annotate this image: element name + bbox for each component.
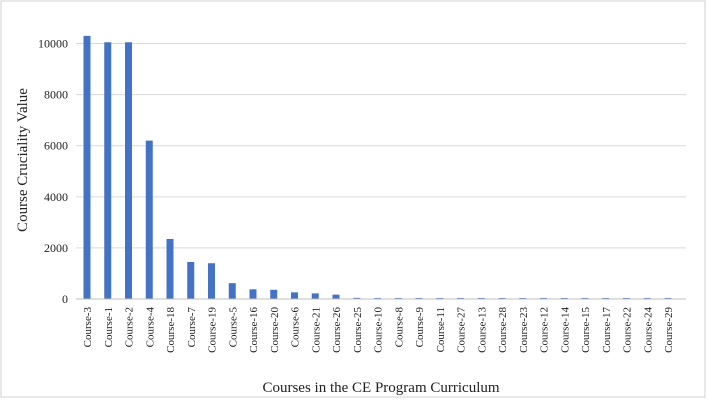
y-tick-label: 4000 bbox=[44, 190, 68, 204]
bar-course-21 bbox=[311, 293, 319, 299]
bar-course-20 bbox=[270, 289, 278, 299]
x-tick-label: Course-23 bbox=[518, 307, 530, 353]
x-tick-label: Course-24 bbox=[642, 307, 654, 353]
x-tick-label: Course-14 bbox=[559, 307, 571, 353]
x-axis-ticks: Course-3 Course-1 Course-2 Course-4 Course-1… bbox=[82, 307, 675, 353]
x-tick-label: Course-3 bbox=[82, 307, 94, 348]
bars bbox=[83, 35, 672, 300]
bar-course-14 bbox=[560, 297, 568, 299]
x-tick-label: Course-6 bbox=[290, 307, 302, 348]
bar-course-16 bbox=[249, 289, 257, 299]
bar-course-12 bbox=[540, 297, 547, 299]
bar-course-5 bbox=[228, 283, 236, 299]
x-tick-label: Course-18 bbox=[165, 307, 177, 353]
bar-course-28 bbox=[498, 297, 506, 299]
x-axis-title: Courses in the CE Program Curriculum bbox=[262, 380, 499, 396]
x-tick-label: Course-26 bbox=[331, 307, 343, 353]
x-tick-label: Course-16 bbox=[248, 307, 260, 353]
bar-course-4 bbox=[145, 140, 153, 299]
x-tick-label: Course-9 bbox=[414, 307, 426, 348]
bar-course-22 bbox=[623, 297, 630, 299]
bar-course-15 bbox=[581, 297, 589, 299]
x-tick-label: Course-13 bbox=[476, 307, 488, 353]
x-tick-label: Course-29 bbox=[663, 307, 675, 353]
bar-course-13 bbox=[477, 297, 485, 299]
x-tick-label: Course-15 bbox=[580, 307, 592, 353]
x-tick-label: Course-2 bbox=[124, 307, 136, 347]
x-tick-label: Course-8 bbox=[393, 307, 405, 348]
x-tick-label: Course-7 bbox=[186, 307, 198, 348]
x-tick-label: Course-27 bbox=[456, 307, 468, 353]
x-tick-label: Course-21 bbox=[310, 307, 322, 353]
y-tick-label: 10000 bbox=[38, 37, 68, 51]
x-tick-label: Course-12 bbox=[539, 307, 551, 353]
bar-course-3 bbox=[83, 35, 91, 300]
x-tick-label: Course-1 bbox=[103, 307, 115, 347]
x-tick-label: Course-10 bbox=[373, 307, 385, 353]
bar-course-11 bbox=[436, 297, 444, 299]
x-tick-label: Course-22 bbox=[622, 307, 634, 353]
y-tick-label: 8000 bbox=[44, 88, 68, 102]
bar-course-9 bbox=[415, 297, 423, 299]
y-tick-label: 0 bbox=[62, 292, 68, 306]
y-axis-title: Course Cruciality Value bbox=[15, 88, 31, 232]
bar-course-26 bbox=[332, 294, 340, 299]
bar-course-23 bbox=[519, 297, 527, 299]
bar-course-7 bbox=[187, 261, 195, 299]
x-tick-label: Course-4 bbox=[144, 307, 156, 348]
bar-course-17 bbox=[602, 297, 610, 299]
x-tick-label: Course-11 bbox=[435, 307, 447, 352]
bar-course-19 bbox=[208, 263, 215, 299]
x-tick-label: Course-28 bbox=[497, 307, 509, 353]
y-axis-ticks: 0 2000 4000 6000 8000 10000 bbox=[38, 37, 68, 306]
gridlines bbox=[76, 43, 686, 249]
x-tick-label: Course-17 bbox=[601, 307, 613, 353]
bar-course-8 bbox=[394, 297, 402, 299]
x-tick-label: Course-5 bbox=[227, 307, 239, 348]
bar-course-1 bbox=[104, 42, 112, 299]
bar-course-2 bbox=[125, 42, 132, 299]
x-tick-label: Course-19 bbox=[207, 307, 219, 353]
bar-course-24 bbox=[643, 297, 651, 299]
bar-course-29 bbox=[664, 297, 672, 299]
x-tick-label: Course-25 bbox=[352, 307, 364, 353]
x-tick-label: Course-20 bbox=[269, 307, 281, 353]
bar-course-10 bbox=[374, 297, 381, 299]
bar-course-25 bbox=[353, 297, 361, 299]
y-tick-label: 2000 bbox=[44, 241, 68, 255]
y-tick-label: 6000 bbox=[44, 139, 68, 153]
bar-course-18 bbox=[166, 238, 174, 299]
bar-course-6 bbox=[291, 292, 298, 299]
bar-course-27 bbox=[457, 297, 464, 299]
